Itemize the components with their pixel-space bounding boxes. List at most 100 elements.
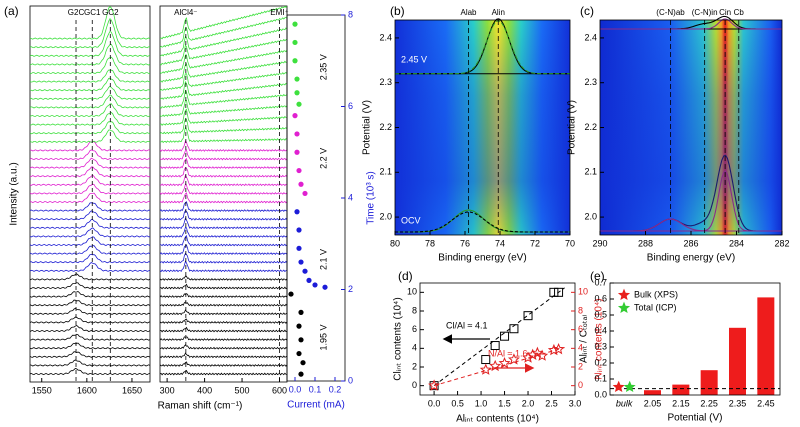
x-tick-label: 286 bbox=[683, 238, 698, 248]
spectrum bbox=[160, 234, 287, 247]
legend-label: Bulk (XPS) bbox=[634, 289, 678, 299]
spectrum bbox=[160, 89, 287, 109]
point bbox=[490, 341, 500, 351]
point bbox=[296, 227, 302, 233]
x-tick-label: 74 bbox=[495, 238, 505, 248]
spectrum bbox=[30, 77, 150, 92]
spectrum bbox=[30, 183, 150, 195]
y-tick-label: 10 bbox=[578, 287, 588, 297]
y-tick-label: 0.4 bbox=[594, 325, 607, 335]
spectrum bbox=[160, 217, 287, 230]
y-tick-label: 2.0 bbox=[584, 211, 597, 221]
point bbox=[306, 277, 312, 283]
marker-label: Cb bbox=[734, 8, 745, 17]
bar bbox=[700, 370, 718, 395]
spectrum bbox=[30, 282, 150, 290]
x-tick-label: 300 bbox=[160, 385, 175, 395]
bar bbox=[729, 327, 746, 395]
spectrum bbox=[160, 80, 287, 100]
spectrum bbox=[30, 141, 150, 152]
spectrum bbox=[30, 112, 150, 126]
y-tick-label: 2.1 bbox=[584, 167, 597, 177]
x-axis-label: Potential (V) bbox=[667, 413, 722, 424]
spectrum bbox=[30, 56, 150, 75]
point bbox=[623, 380, 636, 393]
spectrum bbox=[160, 99, 287, 117]
heatmap-shade bbox=[395, 20, 570, 235]
point bbox=[296, 245, 302, 251]
spectrum bbox=[30, 219, 150, 229]
spectrum bbox=[395, 211, 570, 233]
spectrum bbox=[160, 293, 287, 299]
point bbox=[296, 350, 302, 357]
spectrum bbox=[30, 316, 150, 324]
spectrum bbox=[160, 301, 287, 307]
x-tick-label: 2.25 bbox=[700, 398, 718, 408]
point bbox=[298, 337, 304, 343]
y-tick-label: 2.1 bbox=[379, 167, 392, 177]
point bbox=[294, 149, 300, 155]
fit-line bbox=[433, 287, 565, 387]
x-tick-label: 70 bbox=[565, 238, 575, 248]
x-tick-label: 1.5 bbox=[498, 398, 511, 408]
point bbox=[428, 379, 441, 391]
x-tick-label: 78 bbox=[425, 238, 435, 248]
spectrum bbox=[30, 6, 150, 40]
plot-frame bbox=[419, 282, 576, 396]
point bbox=[302, 268, 308, 274]
x-tick-label: 0.5 bbox=[451, 398, 464, 408]
point bbox=[296, 167, 302, 174]
marker-label: (C-N)in bbox=[692, 8, 718, 17]
x-axis-label: Binding energy (eV) bbox=[438, 253, 526, 264]
point bbox=[554, 287, 564, 297]
series-label: 2.35 V bbox=[318, 54, 328, 80]
y-tick-label: 10 bbox=[407, 287, 417, 297]
point bbox=[612, 380, 625, 393]
spectrum bbox=[30, 359, 150, 367]
bar bbox=[672, 384, 690, 395]
spectrum bbox=[30, 262, 150, 272]
spectrum bbox=[30, 236, 150, 247]
x-tick-label: 600 bbox=[272, 385, 287, 395]
point bbox=[292, 39, 298, 46]
spectrum bbox=[30, 121, 150, 135]
y-tick-label: 2.4 bbox=[379, 32, 392, 42]
x-tick-label: 0.1 bbox=[309, 384, 322, 394]
y-tick-label: 2.2 bbox=[379, 122, 392, 132]
spectrum bbox=[160, 226, 287, 238]
plot-frame bbox=[609, 282, 781, 396]
y-tick-label: 0.6 bbox=[594, 293, 607, 303]
marker-label: AlCl4⁻ bbox=[174, 8, 197, 17]
spectrum bbox=[30, 129, 150, 143]
spectrum bbox=[30, 85, 150, 100]
axis-label: Time (10³ s) bbox=[366, 171, 377, 225]
point bbox=[322, 284, 328, 290]
spectrum bbox=[160, 244, 287, 256]
axis-label: Nᵢₙₜ contents (10⁴) bbox=[594, 298, 605, 379]
spectrum bbox=[160, 318, 287, 324]
y-tick-label: 0 bbox=[348, 375, 353, 385]
spectrum bbox=[160, 6, 287, 40]
spectrum bbox=[160, 118, 287, 135]
bar bbox=[757, 297, 775, 395]
point bbox=[531, 346, 544, 359]
point bbox=[296, 101, 302, 107]
spectrum bbox=[160, 361, 287, 367]
annotation: Cl/Al ≈ 4.1 bbox=[446, 320, 487, 330]
point bbox=[536, 349, 549, 361]
spectrum bbox=[30, 43, 150, 66]
spectrum bbox=[30, 368, 150, 376]
spectrum bbox=[30, 273, 150, 281]
x-axis-label: Alᵢₙₜ contents (10⁴) bbox=[456, 414, 539, 425]
spectrum bbox=[160, 275, 287, 281]
y-tick-label: 0 bbox=[578, 380, 583, 390]
x-tick-label: 2.45 bbox=[757, 398, 775, 408]
marker-label: G2C bbox=[68, 8, 85, 17]
point bbox=[507, 353, 520, 365]
y-tick-label: 2.2 bbox=[584, 122, 597, 132]
x-tick-label: 1650 bbox=[122, 385, 142, 395]
spectrum bbox=[30, 202, 150, 212]
spectrum bbox=[160, 27, 287, 57]
y-tick-label: 0 bbox=[412, 380, 417, 390]
series-label: 2.2 V bbox=[318, 148, 328, 169]
